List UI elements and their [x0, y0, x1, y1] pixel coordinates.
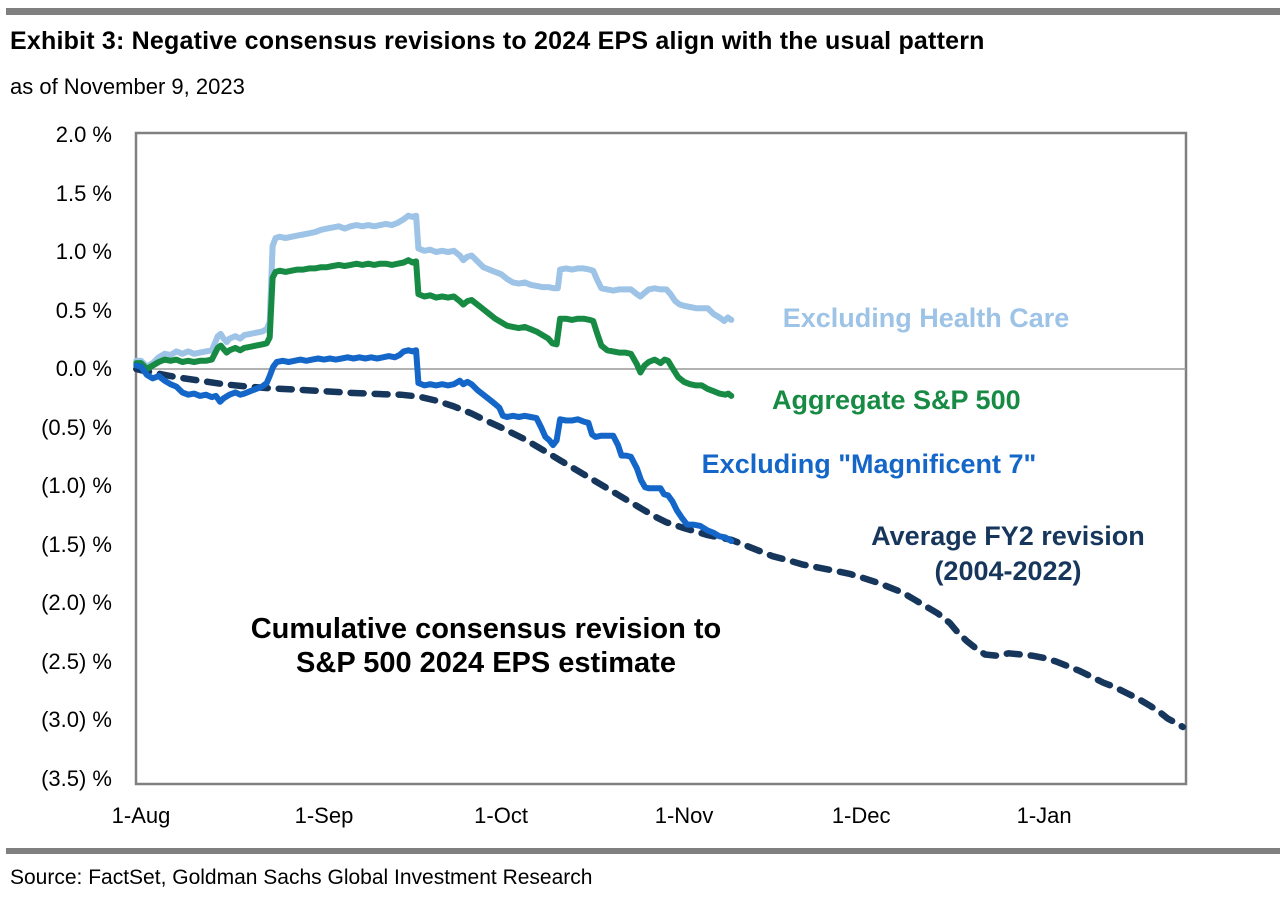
excluding-health-care-line	[133, 212, 735, 370]
top-divider-bar	[6, 8, 1280, 15]
aggregate-sp500-label: Aggregate S&P 500	[772, 385, 1021, 415]
y-tick-label-3.0: (3.0) %	[41, 707, 112, 732]
chart-annotation-line2: S&P 500 2024 EPS estimate	[296, 647, 676, 679]
y-tick-label-2.0: (2.0) %	[41, 590, 112, 615]
bottom-divider-bar	[6, 848, 1280, 854]
x-tick-label-1-Oct: 1-Oct	[474, 803, 528, 828]
chart-annotation: Cumulative consensus revision to S&P 500…	[175, 612, 797, 680]
x-tick-label-1-Sep: 1-Sep	[294, 803, 354, 828]
y-tick-label-1.0: (1.0) %	[41, 473, 112, 498]
average-fy2-revision-label-line2: (2004-2022)	[934, 556, 1082, 586]
y-tick-label-1.5: 1.5 %	[55, 180, 112, 206]
exhibit-title: Exhibit 3: Negative consensus revisions …	[10, 27, 985, 55]
excluding-health-care-label: Excluding Health Care	[782, 303, 1070, 333]
as-of-date-subtitle: as of November 9, 2023	[10, 74, 245, 99]
average-fy2-revision-label-line1: Average FY2 revision	[871, 521, 1145, 551]
excluding-magnificent7-label: Excluding "Magnificent 7"	[701, 449, 1037, 479]
y-tick-label-0.0: 0.0 %	[55, 356, 112, 381]
x-tick-label-1-Nov: 1-Nov	[654, 803, 714, 828]
source-note: Source: FactSet, Goldman Sachs Global In…	[10, 866, 593, 889]
y-tick-label-0.5: (0.5) %	[41, 414, 112, 440]
x-tick-label-1-Aug: 1-Aug	[111, 803, 171, 828]
x-tick-label-1-Dec: 1-Dec	[831, 803, 891, 828]
chart-annotation-line1: Cumulative consensus revision to	[250, 613, 722, 645]
y-tick-label-0.5: 0.5 %	[55, 297, 112, 323]
excluding-magnificent7-line	[133, 347, 735, 544]
y-tick-label-3.5: (3.5) %	[41, 765, 112, 791]
y-tick-label-1.0: 1.0 %	[55, 239, 112, 264]
average-fy2-revision-label: Average FY2 revision (2004-2022)	[848, 519, 1168, 589]
y-tick-label-2.0: 2.0 %	[55, 122, 112, 147]
x-tick-label-1-Jan: 1-Jan	[1016, 803, 1072, 828]
y-tick-label-2.5: (2.5) %	[41, 648, 112, 674]
aggregate-sp500-line	[133, 257, 735, 399]
y-tick-label-1.5: (1.5) %	[41, 531, 112, 557]
